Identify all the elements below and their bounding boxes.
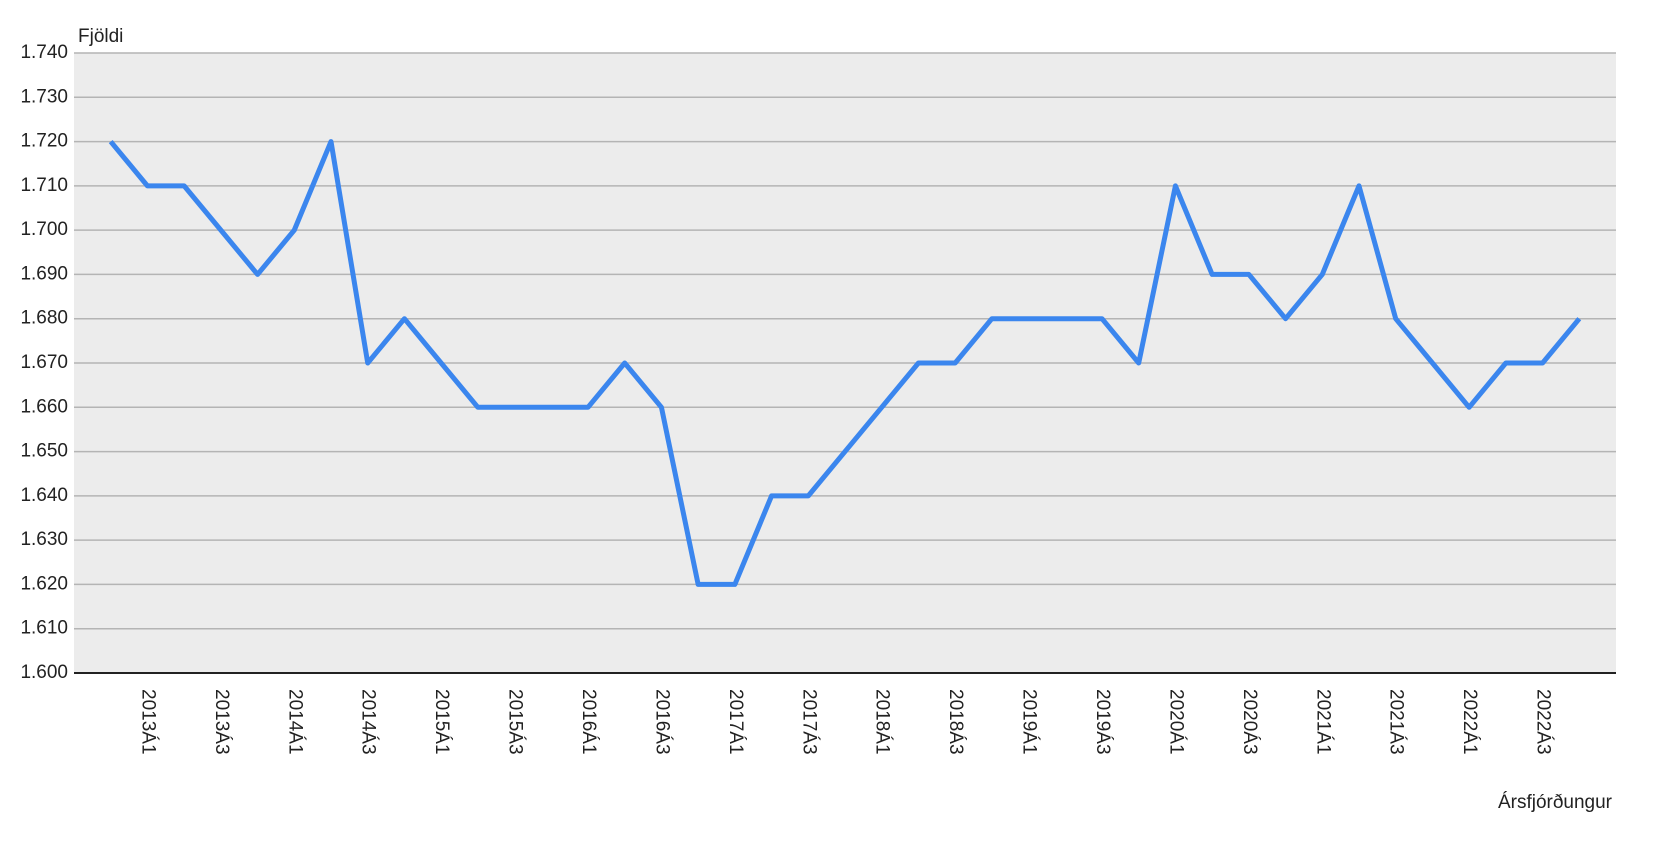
x-tick-label: 2020Á3	[1239, 689, 1260, 755]
y-tick-label: 1.630	[20, 529, 68, 550]
y-tick-label: 1.620	[20, 573, 68, 594]
x-tick-label: 2013Á1	[137, 689, 158, 755]
x-tick-label: 2016Á3	[651, 689, 672, 755]
x-tick-label: 2017Á1	[725, 689, 746, 755]
data-line	[108, 139, 1582, 587]
x-tick-label: 2013Á3	[211, 689, 232, 755]
x-tick-label: 2020Á1	[1165, 689, 1186, 755]
y-tick-label: 1.610	[20, 618, 68, 639]
x-tick-label: 2022Á3	[1533, 689, 1554, 755]
y-tick-label: 1.640	[20, 485, 68, 506]
x-tick-label: 2019Á1	[1019, 689, 1040, 755]
x-tick-label: 2017Á3	[798, 689, 819, 755]
x-tick-label: 2014Á3	[358, 689, 379, 755]
x-tick-label: 2021Á1	[1312, 689, 1333, 755]
x-tick-label: 2015Á1	[431, 689, 452, 755]
x-axis-title: Ársfjórðungur	[1498, 792, 1613, 813]
x-tick-label: 2018Á1	[872, 689, 893, 755]
y-tick-label: 1.650	[20, 441, 68, 462]
y-tick-label: 1.660	[20, 396, 68, 417]
x-tick-label: 2022Á1	[1459, 689, 1480, 755]
y-tick-label: 1.740	[20, 42, 68, 63]
x-tick-label: 2015Á3	[505, 689, 526, 755]
x-tick-label: 2018Á3	[945, 689, 966, 755]
x-tick-label: 2021Á3	[1386, 689, 1407, 755]
y-tick-label: 1.710	[20, 175, 68, 196]
x-tick-label: 2014Á1	[284, 689, 305, 755]
y-tick-label: 1.700	[20, 219, 68, 240]
y-tick-label: 1.720	[20, 131, 68, 152]
y-axis-title: Fjöldi	[78, 26, 123, 47]
y-tick-label: 1.680	[20, 308, 68, 329]
x-tick-label: 2019Á3	[1092, 689, 1113, 755]
y-tick-label: 1.730	[20, 86, 68, 107]
y-tick-label: 1.670	[20, 352, 68, 373]
y-tick-label: 1.600	[20, 662, 68, 683]
y-tick-label: 1.690	[20, 263, 68, 284]
x-tick-label: 2016Á1	[578, 689, 599, 755]
